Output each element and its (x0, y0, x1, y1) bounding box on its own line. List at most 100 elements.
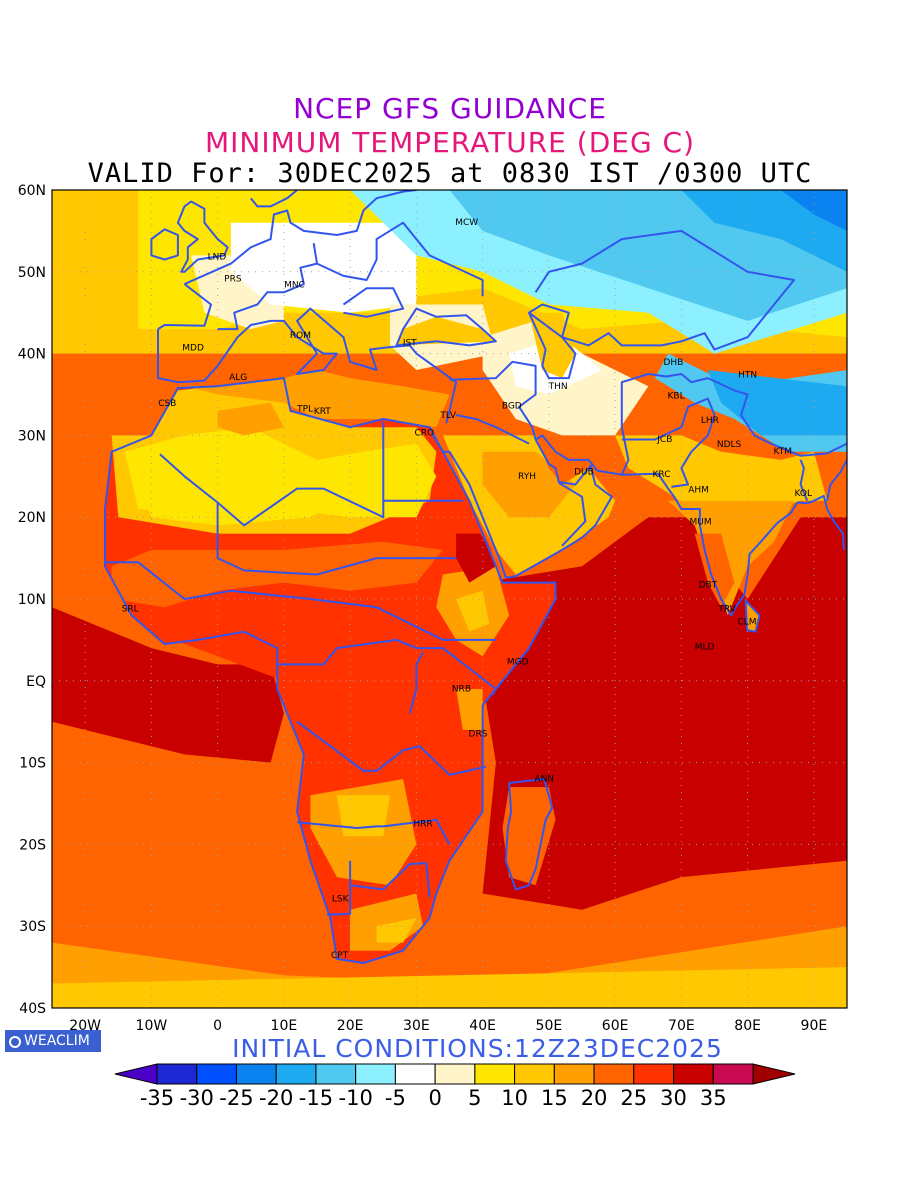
lat-tick-label: 50N (18, 265, 46, 281)
station-label-mnc: MNC (284, 280, 305, 290)
station-label-bgd: BGD (502, 401, 522, 411)
station-label-ktm: KTM (774, 447, 792, 457)
lat-tick-label: 20N (18, 510, 46, 526)
border-central-asia (528, 229, 795, 351)
station-label-mdd: MDD (182, 343, 204, 353)
station-label-cpt: CPT (331, 951, 349, 961)
colorbar-tick-label: 0 (428, 1086, 442, 1110)
weaclim-logo: WEACLIM (5, 1030, 101, 1052)
lat-tick-label: 20S (19, 837, 46, 853)
biscay-coast (157, 283, 212, 330)
ireland-coast (150, 228, 179, 261)
station-label-tlv: TLV (439, 411, 457, 421)
north-india (615, 435, 828, 518)
far-east-colder (780, 190, 847, 231)
colorbar-tick-label: 20 (580, 1086, 608, 1110)
border-balkans (342, 287, 405, 318)
lat-tick-label: 10N (18, 592, 46, 608)
madagascar-coast (504, 778, 554, 891)
south-africa-high (376, 918, 417, 943)
station-label-dub: DUB (574, 468, 594, 478)
far-east-cold (681, 190, 847, 272)
ethiopia-core (456, 590, 490, 632)
norway-coast (250, 190, 298, 208)
station-label-thn: THN (548, 382, 568, 392)
border-iraq-iran (449, 360, 537, 440)
angola-plateau (336, 795, 390, 837)
station-label-clm: CLM (737, 617, 756, 627)
initial-conditions: INITIAL CONDITIONS:12Z23DEC2025 (232, 1034, 723, 1063)
colorbar-tick-label: -5 (384, 1086, 406, 1110)
border-west-africa (105, 561, 496, 641)
station-label-srl: SRL (122, 604, 139, 614)
colorbar-tick-label: 35 (699, 1086, 727, 1110)
lon-tick-label: 10W (136, 1018, 168, 1034)
sahel-band (111, 541, 443, 608)
station-label-prs: PRS (224, 275, 242, 285)
border-arabia-north (455, 414, 530, 445)
border-bangladesh (799, 459, 809, 502)
station-label-krc: KRC (653, 470, 671, 480)
band-edge-south (52, 967, 847, 1008)
lat-tick-label: EQ (26, 674, 46, 690)
station-label-mcw: MCW (455, 218, 478, 228)
atlantic-warm (52, 607, 284, 763)
red-sea-hot (456, 533, 496, 583)
title-valid-time: VALID For: 30DEC2025 at 0830 IST /0300 U… (87, 158, 813, 189)
border-northeast (826, 459, 847, 501)
border-iran-afghan (620, 373, 709, 476)
station-label-ahm: AHM (688, 486, 709, 496)
lat-tick-label: 30S (19, 919, 46, 935)
station-label-ryh: RYH (518, 472, 536, 482)
station-label-nrb: NRB (452, 684, 471, 694)
atlas-region (217, 402, 284, 436)
station-label-dhb: DHB (663, 358, 683, 368)
colorbar-tick-label: -20 (259, 1086, 294, 1110)
lat-tick-label: 40S (19, 1001, 46, 1017)
india-peninsula (668, 500, 794, 616)
colorbar-tick-label: 5 (468, 1086, 482, 1110)
lat-tick-label: 30N (18, 428, 46, 444)
lon-tick-label: 0 (213, 1018, 222, 1034)
border-central-europe (316, 221, 484, 297)
lon-tick-label: 30E (403, 1018, 430, 1034)
title-variable: MINIMUM TEMPERATURE (DEG C) (204, 126, 696, 159)
station-label-rom: ROM (290, 331, 311, 341)
colorbar-tick-label: -15 (298, 1086, 334, 1110)
station-label-drs: DRS (469, 729, 488, 739)
station-label-lsk: LSK (332, 895, 350, 905)
border-sahel (216, 502, 457, 576)
border-sahara (159, 421, 385, 527)
lon-tick-label: 80E (734, 1018, 761, 1034)
colorbar-tick-label: -30 (179, 1086, 214, 1110)
logo-text: WEACLIM (24, 1033, 90, 1049)
persian-gulf (535, 435, 589, 485)
europe-med-coast (157, 307, 458, 424)
sahara-core (138, 459, 351, 526)
sri-lanka (745, 600, 760, 632)
colorbar-tick-label: 25 (620, 1086, 648, 1110)
lon-tick-label: 10E (271, 1018, 298, 1034)
station-label-hrr: HRR (413, 819, 432, 829)
border-central (277, 638, 497, 696)
station-label-lnd: LND (208, 253, 227, 263)
kenya-highlands (456, 689, 483, 730)
map-frame (51, 189, 848, 1009)
station-label-alg: ALG (229, 373, 247, 383)
colorbar-tick-label: 30 (660, 1086, 687, 1110)
sri-lanka-coast (744, 599, 761, 633)
madagascar (502, 787, 556, 886)
station-label-kol: KOL (795, 489, 813, 499)
colorbar-tick-label: 10 (501, 1086, 528, 1110)
border-namibia-south (326, 885, 352, 916)
station-label-tpl: TPL (296, 405, 313, 415)
arabia-india-coast (432, 434, 845, 617)
station-label-ann: ANN (534, 774, 554, 784)
lon-tick-label: 70E (668, 1018, 695, 1034)
title-model: NCEP GFS GUIDANCE (293, 92, 607, 125)
border-southern (297, 818, 451, 845)
station-label-lhr: LHR (701, 416, 719, 426)
lon-tick-label: 40E (469, 1018, 496, 1034)
colorbar-tick-label: -35 (139, 1086, 175, 1110)
